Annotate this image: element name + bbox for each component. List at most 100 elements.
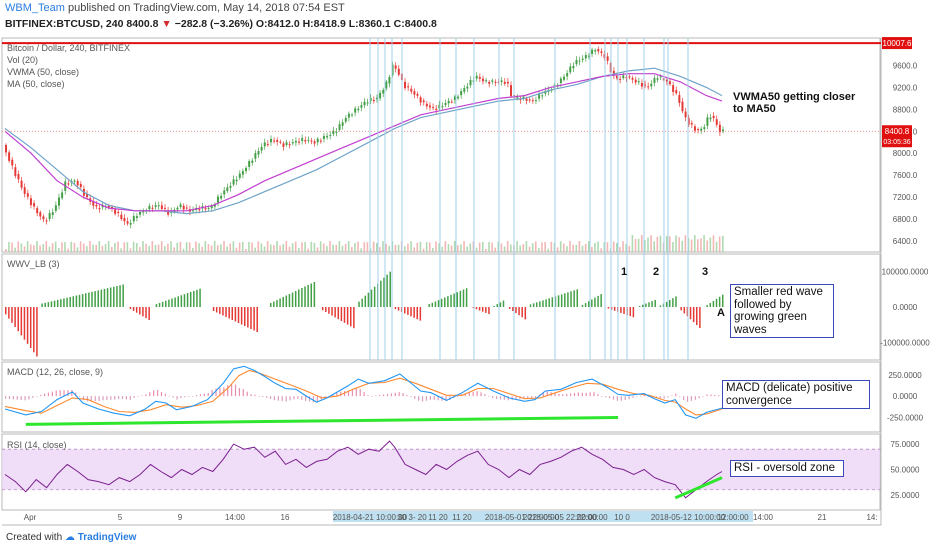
macd-histogram-bar	[628, 396, 630, 400]
wave-bar	[428, 304, 430, 307]
price-tick-label: 8800.0	[893, 105, 918, 114]
candle-body	[687, 118, 690, 125]
candle-body	[157, 205, 160, 207]
candle-body	[531, 100, 534, 102]
author-name[interactable]: WBM_Team	[5, 2, 65, 14]
wave-bar	[26, 307, 29, 344]
macd-histogram-bar	[554, 393, 556, 397]
wave-bar	[301, 288, 303, 307]
volume-bar	[481, 241, 484, 252]
wave-bar	[665, 301, 668, 307]
wave-bar	[416, 307, 418, 320]
volume-bar	[700, 238, 702, 252]
candle-body	[447, 100, 450, 104]
time-tick-label: 30 3- 20	[397, 513, 427, 522]
volume-bar	[388, 245, 391, 252]
candle-body	[644, 84, 647, 86]
candle-body	[625, 77, 628, 79]
candle-body	[163, 207, 166, 209]
wave-bar	[60, 299, 62, 307]
volume-bar	[266, 241, 269, 252]
wave-bar	[521, 307, 523, 318]
macd-histogram-bar	[612, 396, 615, 400]
wave-number-2: 2	[653, 266, 660, 278]
wave-bar	[620, 307, 622, 313]
macd-histogram-bar	[675, 393, 677, 397]
wave-bar	[304, 286, 306, 307]
volume-bar	[269, 244, 272, 252]
candle-body	[385, 81, 388, 89]
candle-body	[394, 65, 397, 69]
volume-bar	[120, 248, 122, 252]
macd-histogram-bar	[254, 394, 256, 397]
candle-body	[123, 217, 126, 222]
volume-bar	[210, 245, 213, 252]
macd-histogram-bar	[55, 390, 57, 397]
candle-body	[500, 80, 503, 82]
volume-bar	[357, 241, 359, 252]
candle-body	[226, 187, 229, 192]
volume-bar	[29, 244, 32, 252]
macd-histogram-bar	[394, 392, 396, 397]
wave-bar	[171, 298, 173, 307]
candle-body	[478, 76, 481, 79]
candle-body	[428, 105, 431, 108]
candle-body	[419, 97, 422, 103]
volume-bar	[198, 243, 200, 252]
macd-histogram-bar	[620, 396, 622, 401]
macd-histogram-bar	[425, 396, 428, 401]
macd-histogram-bar	[8, 396, 11, 400]
macd-histogram-bar	[410, 396, 412, 397]
volume-bar	[322, 243, 325, 252]
wave-letter-a: A	[717, 307, 725, 319]
wave-bar	[456, 292, 459, 307]
wave-bar	[437, 300, 440, 307]
wave-bar	[692, 307, 695, 323]
wave-bar	[56, 299, 59, 307]
volume-bar	[139, 247, 141, 252]
wave-bar	[529, 304, 532, 307]
tradingview-brand[interactable]: TradingView	[77, 532, 137, 543]
wave-bar	[196, 289, 198, 307]
volume-bar	[95, 244, 98, 252]
wave-bar	[686, 307, 689, 317]
wave-bar	[165, 300, 167, 307]
macd-histogram-bar	[667, 396, 669, 398]
macd-histogram-bar	[445, 396, 447, 402]
candle-body	[503, 81, 506, 84]
macd-histogram-bar	[114, 396, 116, 400]
candle-body	[229, 185, 232, 188]
volume-bar	[441, 246, 444, 252]
candle-body	[11, 159, 14, 166]
candle-body	[129, 223, 132, 225]
macd-histogram-bar	[20, 396, 22, 400]
volume-bar	[444, 241, 447, 252]
candle-body	[329, 134, 332, 136]
candle-body	[410, 88, 413, 92]
macd-histogram-bar	[63, 390, 65, 397]
candle-body	[176, 207, 179, 210]
volume-bar	[569, 241, 571, 252]
candle-body	[457, 96, 460, 99]
macd-histogram-bar	[16, 396, 18, 400]
volume-bar	[597, 241, 599, 252]
wave-bar	[225, 307, 227, 317]
candle-body	[647, 86, 650, 88]
volume-bar	[157, 244, 160, 252]
candle-body	[700, 128, 703, 131]
wave-bar	[515, 307, 517, 314]
price-label-1: Vol (20)	[7, 55, 39, 65]
price-tick-label: 7600.0	[893, 171, 918, 180]
wave-bar	[119, 285, 121, 307]
macd-histogram-bar	[371, 395, 373, 397]
volume-bar	[581, 245, 584, 252]
candle-body	[407, 86, 410, 88]
wave-bar	[373, 286, 376, 307]
macd-histogram-bar	[51, 391, 53, 397]
candle-body	[538, 94, 541, 99]
candle-body	[444, 103, 447, 105]
volume-bar	[369, 248, 372, 252]
wave-bar	[334, 307, 336, 318]
candle-body	[42, 216, 45, 220]
wave-bar	[600, 294, 602, 307]
